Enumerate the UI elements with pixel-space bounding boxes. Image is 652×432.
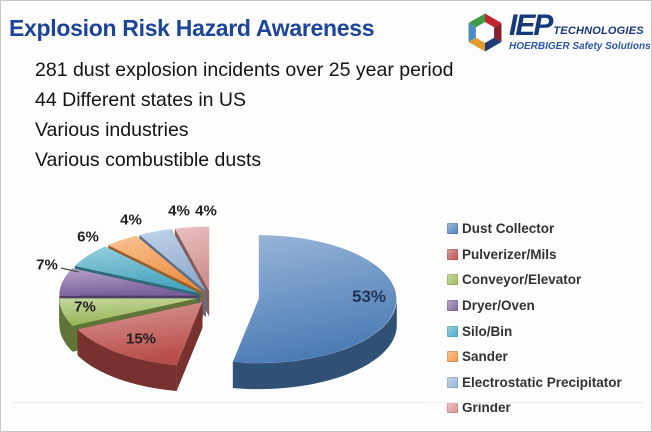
hexagon-logo-icon <box>468 13 502 52</box>
logo-suffix: TECHNOLOGIES <box>553 25 644 37</box>
pie-chart: 53% 15% 7% 7% 6% 4% 4% 4% <box>9 193 446 426</box>
legend-swatch <box>447 274 458 286</box>
legend-label: Dust Collector <box>462 221 555 237</box>
chart-bottom-rule <box>13 402 643 403</box>
hex-segment-bottom-left <box>468 37 485 52</box>
legend-label: Dryer/Oven <box>462 298 535 314</box>
bullet-list: 281 dust explosion incidents over 25 yea… <box>35 55 453 175</box>
legend-item-grinder: Grinder <box>447 395 622 421</box>
hex-segment-bottom-right <box>485 37 502 52</box>
pie-label-conveyor-elevator: 7% <box>74 298 96 316</box>
hex-segment-top-left <box>468 13 485 28</box>
legend-label: Pulverizer/Mils <box>462 246 557 262</box>
legend-item-sander: Sander <box>447 344 622 370</box>
logo-name: IEP <box>509 9 553 42</box>
legend-swatch <box>447 376 458 388</box>
pie-chart-canvas <box>59 226 397 391</box>
legend-swatch <box>447 248 458 260</box>
pie-slice-dust-collector <box>232 235 397 390</box>
hex-segment-left <box>468 23 476 42</box>
legend-item-dust-collector: Dust Collector <box>447 216 622 242</box>
pie-label-silo-bin: 6% <box>77 228 99 246</box>
bullet-line: Various industries <box>35 119 189 141</box>
pie-label-grinder: 4% <box>195 202 217 220</box>
pie-label-electrostatic-precipitator: 4% <box>168 202 190 220</box>
legend-swatch <box>447 223 458 235</box>
legend-label: Sander <box>462 349 508 365</box>
logo-tagline: HOERBIGER Safety Solutions <box>509 41 651 52</box>
bullet-line: 44 Different states in US <box>35 89 246 111</box>
label-leader-line <box>60 267 80 273</box>
legend-label: Electrostatic Precipitator <box>462 374 622 390</box>
legend-item-dryer-oven: Dryer/Oven <box>447 293 622 319</box>
pie-label-pulverizer-mils: 15% <box>125 330 157 348</box>
legend-item-pulverizer-mils: Pulverizer/Mils <box>447 242 622 268</box>
pie-label-sander: 4% <box>120 211 142 229</box>
bullet-line: Various combustible dusts <box>35 149 262 171</box>
pie-label-dust-collector: 53% <box>351 287 387 306</box>
slide-title: Explosion Risk Hazard Awareness <box>9 15 375 41</box>
legend-swatch <box>447 325 458 337</box>
legend-item-conveyor-elevator: Conveyor/Elevator <box>447 267 622 293</box>
chart-legend: Dust Collector Pulverizer/Mils Conveyor/El… <box>447 216 622 421</box>
legend-swatch <box>447 402 458 414</box>
legend-label: Conveyor/Elevator <box>462 272 582 288</box>
hex-segment-right <box>494 23 502 42</box>
legend-label: Grinder <box>462 400 511 416</box>
pie-label-dryer-oven: 7% <box>36 256 58 274</box>
pie-slice-pulverizer-mils <box>77 302 203 391</box>
legend-label: Silo/Bin <box>462 323 513 339</box>
company-logo: IEP TECHNOLOGIES HOERBIGER Safety Soluti… <box>465 9 651 57</box>
legend-swatch <box>447 351 458 363</box>
bullet-line: 281 dust explosion incidents over 25 yea… <box>35 59 454 81</box>
legend-item-silo-bin: Silo/Bin <box>447 318 622 344</box>
legend-swatch <box>447 300 458 312</box>
legend-item-electrostatic-precipitator: Electrostatic Precipitator <box>447 370 622 396</box>
hex-segment-top-right <box>485 13 502 28</box>
